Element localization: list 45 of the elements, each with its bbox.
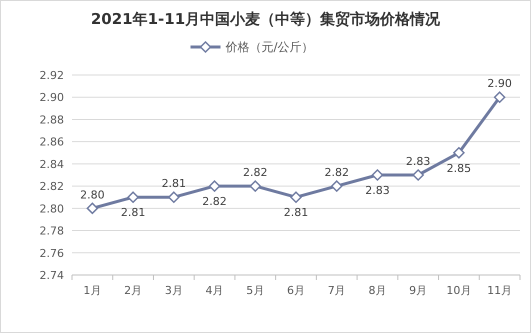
x-tick-label: 8月 — [368, 284, 386, 297]
point — [250, 180, 262, 192]
x-tick-label: 6月 — [287, 284, 305, 297]
point — [494, 91, 506, 103]
y-tick-label: 2.76 — [40, 246, 64, 260]
y-tick-label: 2.74 — [40, 269, 64, 282]
chart-title: 2021年1-11月中国小麦（中等）集贸市场价格情况 — [90, 10, 442, 28]
data-label: 2.82 — [243, 166, 268, 180]
point — [372, 169, 384, 181]
y-tick-label: 2.84 — [40, 158, 64, 171]
y-tick-label: 2.90 — [40, 91, 64, 104]
x-tick-label: 2月 — [124, 284, 142, 297]
y-tick-label: 2.78 — [40, 224, 64, 238]
y-tick-label: 2.86 — [40, 136, 64, 149]
x-tick-label: 9月 — [409, 284, 428, 297]
data-label: 2.83 — [365, 184, 390, 197]
x-tick-label: 3月 — [164, 284, 183, 297]
data-label: 2.90 — [487, 77, 512, 90]
data-label: 2.81 — [284, 206, 308, 220]
point — [290, 191, 302, 203]
point — [168, 191, 180, 203]
x-tick-label: 11月 — [487, 284, 512, 297]
data-label: 2.83 — [406, 155, 430, 168]
x-tick-label: 4月 — [206, 284, 224, 297]
legend-label: 价格（元/公斤） — [224, 40, 314, 54]
x-tick-label: 7月 — [328, 284, 346, 297]
x-tick-label: 5月 — [246, 284, 264, 297]
data-label: 2.80 — [80, 188, 105, 202]
data-label: 2.82 — [324, 166, 349, 180]
x-tick-label: 10月 — [446, 284, 472, 297]
point — [330, 180, 342, 192]
y-tick-label: 2.80 — [40, 202, 64, 216]
x-tick-label: 1月 — [83, 284, 102, 297]
data-label: 2.82 — [202, 195, 227, 208]
point — [208, 180, 220, 192]
point — [86, 202, 98, 214]
data-label: 2.81 — [120, 206, 146, 220]
point — [453, 147, 465, 159]
point — [412, 169, 424, 181]
y-tick-label: 2.88 — [40, 113, 64, 126]
data-label: 2.81 — [162, 177, 186, 190]
y-tick-label: 2.92 — [40, 69, 64, 82]
data-label: 2.85 — [446, 162, 472, 175]
y-tick-label: 2.82 — [40, 180, 64, 194]
point — [127, 191, 139, 203]
